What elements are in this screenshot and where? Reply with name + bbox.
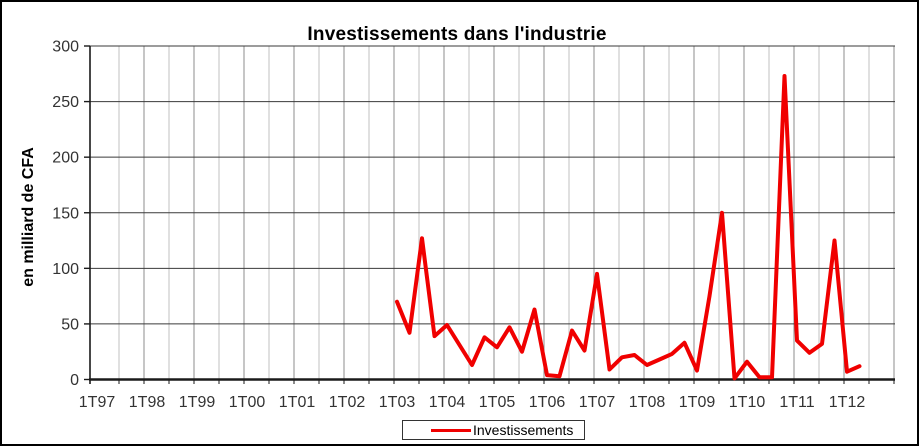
x-tick-label: 1T11 <box>779 394 814 411</box>
x-tick-label: 1T03 <box>379 394 416 411</box>
x-tick-label: 1T04 <box>429 394 466 411</box>
x-tick-label: 1T09 <box>679 394 716 411</box>
x-tick-label: 1T02 <box>329 394 366 411</box>
y-axis-title: en milliard de CFA <box>20 147 37 287</box>
legend: Investissements <box>402 420 585 440</box>
x-tick-label: 1T07 <box>579 394 616 411</box>
legend-line-sample-icon <box>431 428 471 432</box>
x-tick-label: 1T98 <box>129 394 166 411</box>
x-tick-label: 1T08 <box>629 394 666 411</box>
legend-series-label: Investissements <box>473 422 574 438</box>
y-tick-label: 0 <box>70 372 79 389</box>
x-tick-label: 1T06 <box>529 394 566 411</box>
y-tick-label: 200 <box>52 150 79 167</box>
x-tick-label: 1T99 <box>179 394 216 411</box>
y-tick-label: 150 <box>52 205 79 222</box>
x-tick-label: 1T05 <box>479 394 516 411</box>
x-tick-label: 1T01 <box>279 394 316 411</box>
y-tick-label: 300 <box>52 39 79 56</box>
series-line-investissements <box>395 74 862 381</box>
chart-title: Investissements dans l'industrie <box>307 24 607 45</box>
x-tick-label: 1T97 <box>79 394 116 411</box>
x-tick-label: 1T00 <box>229 394 266 411</box>
x-tick-label: 1T12 <box>829 394 866 411</box>
y-tick-label: 250 <box>52 94 79 111</box>
x-tick-label: 1T10 <box>729 394 766 411</box>
y-tick-label: 100 <box>52 261 79 278</box>
y-tick-label: 50 <box>61 316 79 333</box>
